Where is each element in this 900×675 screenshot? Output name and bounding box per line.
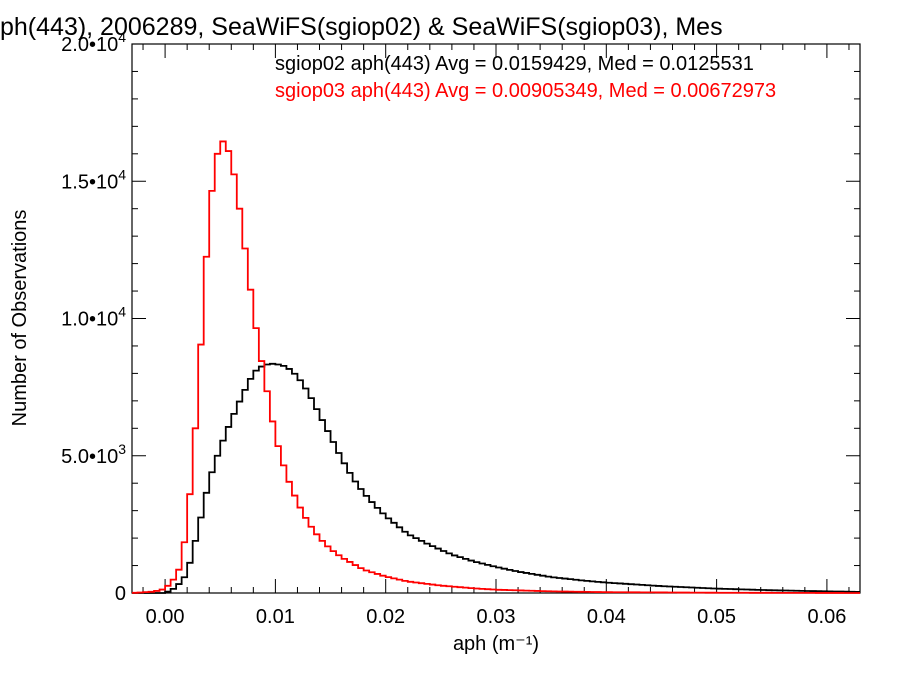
y-tick-label: 1.5•104 xyxy=(61,166,126,193)
x-tick-label: 0.01 xyxy=(256,606,295,628)
chart-title: ph(443), 2006289, SeaWiFS(sgiop02) & Sea… xyxy=(0,13,723,41)
x-tick-label: 0.03 xyxy=(477,606,516,628)
y-tick-label: 2.0•104 xyxy=(61,29,126,56)
x-tick-label: 0.02 xyxy=(366,606,405,628)
y-tick-label: 5.0•103 xyxy=(61,441,126,468)
plot-frame xyxy=(131,43,861,594)
y-tick-label: 1.0•104 xyxy=(61,304,126,331)
x-tick-label: 0.00 xyxy=(146,606,185,628)
legend-entry-sgiop03: sgiop03 aph(443) Avg = 0.00905349, Med =… xyxy=(275,80,776,102)
series-line-sgiop03 xyxy=(132,140,860,594)
series-layer xyxy=(132,140,860,594)
y-axis-label: Number of Observations xyxy=(9,210,31,427)
x-tick-label: 0.05 xyxy=(697,606,736,628)
x-axis-label: aph (m⁻¹) xyxy=(453,633,539,655)
y-tick-label: 0 xyxy=(115,583,126,605)
x-tick-label: 0.04 xyxy=(587,606,626,628)
legend-entry-sgiop02: sgiop02 aph(443) Avg = 0.0159429, Med = … xyxy=(275,53,754,75)
x-axis: 0.00 0.01 0.02 0.03 0.04 0.05 0.06 xyxy=(146,44,846,628)
x-tick-label: 0.06 xyxy=(807,606,846,628)
series-line-sgiop02 xyxy=(132,362,860,594)
minor-ticks xyxy=(132,44,860,593)
y-axis: 0 5.0•103 1.0•104 1.5•104 2.0•104 xyxy=(61,29,860,605)
